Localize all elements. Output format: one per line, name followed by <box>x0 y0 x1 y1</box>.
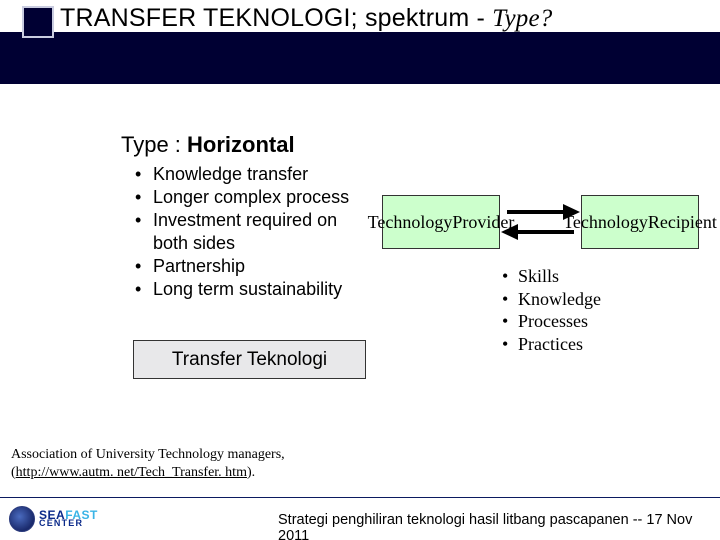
right-bullet-list: SkillsKnowledgeProcessesPractices <box>502 265 601 355</box>
left-bullet-list: Knowledge transferLonger complex process… <box>135 163 349 301</box>
transfer-label: Transfer Teknologi <box>172 349 327 371</box>
title-bar: TRANSFER TEKNOLOGI; spektrum - Type? <box>0 2 720 82</box>
citation: Association of University Technology man… <box>11 446 285 482</box>
list-item: Knowledge transfer <box>135 163 349 186</box>
title-italic: Type? <box>492 5 552 32</box>
seafast-logo: SEAFAST CENTER <box>9 504 121 534</box>
title-square-icon <box>22 6 54 38</box>
bidirectional-arrows-icon <box>501 198 580 246</box>
slide: TRANSFER TEKNOLOGI; spektrum - Type? Typ… <box>0 0 720 540</box>
title-band <box>0 32 720 84</box>
transfer-teknologi-box: Transfer Teknologi <box>133 340 366 379</box>
logo-text: SEAFAST CENTER <box>39 510 98 528</box>
title-plain: TRANSFER TEKNOLOGI; spektrum - <box>60 4 492 32</box>
type-value: Horizontal <box>187 132 295 157</box>
list-item: Processes <box>502 310 601 333</box>
logo-badge-icon <box>9 506 35 532</box>
node-recipient: TechnologyRecipient <box>581 195 699 249</box>
node-provider: TechnologyProvider <box>382 195 500 249</box>
footer-divider <box>0 497 720 498</box>
list-item: Partnership <box>135 255 349 278</box>
logo-brand-sub: CENTER <box>39 520 98 528</box>
page-title: TRANSFER TEKNOLOGI; spektrum - Type? <box>60 4 552 33</box>
footer-text: Strategi penghiliran teknologi hasil lit… <box>278 512 720 540</box>
list-item: Long term sustainability <box>135 278 349 301</box>
list-item: Investment required on <box>135 209 349 232</box>
citation-link-post: ). <box>247 465 255 480</box>
list-item: both sides <box>135 232 349 255</box>
list-item: Knowledge <box>502 288 601 311</box>
citation-link[interactable]: http://www.autm. net/Tech_Transfer. htm <box>16 465 247 480</box>
type-heading: Type : Horizontal <box>121 132 295 158</box>
list-item: Longer complex process <box>135 186 349 209</box>
list-item: Practices <box>502 333 601 356</box>
type-label: Type : <box>121 132 187 157</box>
citation-line1: Association of University Technology man… <box>11 447 285 462</box>
list-item: Skills <box>502 265 601 288</box>
